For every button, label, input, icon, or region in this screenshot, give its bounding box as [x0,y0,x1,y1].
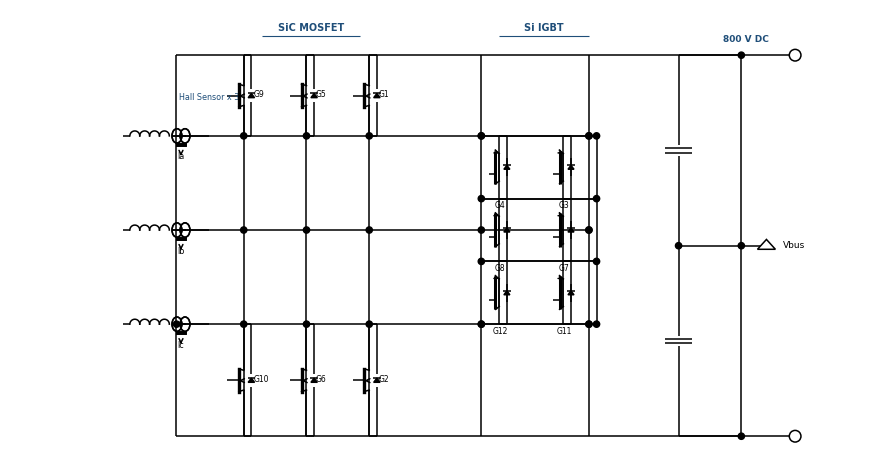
Text: 800 V DC: 800 V DC [723,35,769,44]
Text: Ib: Ib [177,247,185,256]
Text: Si IGBT: Si IGBT [525,23,564,33]
Circle shape [478,321,485,327]
Polygon shape [568,228,574,232]
Circle shape [586,321,592,327]
Polygon shape [504,291,510,295]
Polygon shape [311,378,318,382]
Bar [176,143,186,146]
Bar [176,237,186,240]
Text: G6: G6 [316,375,327,384]
Polygon shape [311,93,318,98]
Text: G5: G5 [316,90,327,99]
Polygon shape [374,378,380,382]
Circle shape [478,227,485,233]
Bar [176,143,186,146]
Circle shape [478,258,485,265]
Text: G1: G1 [379,90,389,99]
Polygon shape [504,228,510,232]
Bar [176,331,186,334]
Circle shape [241,133,247,139]
Text: Ic: Ic [177,341,184,350]
Polygon shape [248,93,255,98]
Text: G3: G3 [559,201,570,210]
Circle shape [303,321,310,327]
Circle shape [594,133,600,139]
Text: Vbus: Vbus [782,241,805,250]
Bar [176,237,186,240]
Text: G7: G7 [559,264,570,273]
Circle shape [594,196,600,202]
Polygon shape [374,93,380,98]
Circle shape [241,227,247,233]
Circle shape [739,433,745,439]
Polygon shape [758,240,775,250]
Circle shape [366,133,373,139]
Text: Hall Sensor x 3: Hall Sensor x 3 [179,93,239,102]
Circle shape [241,321,247,327]
Circle shape [366,321,373,327]
Circle shape [478,196,485,202]
Circle shape [739,52,745,58]
Circle shape [594,258,600,265]
Circle shape [478,133,485,139]
Circle shape [676,242,682,249]
Polygon shape [248,378,255,382]
Circle shape [586,133,592,139]
Polygon shape [568,165,574,169]
Bar [176,331,186,334]
Circle shape [586,227,592,233]
Circle shape [594,321,600,327]
Polygon shape [568,291,574,295]
Text: G9: G9 [253,90,264,99]
Circle shape [303,133,310,139]
Circle shape [478,133,485,139]
Circle shape [366,227,373,233]
Circle shape [303,227,310,233]
Circle shape [586,227,592,233]
Text: G12: G12 [492,327,508,336]
Text: G11: G11 [557,327,572,336]
Circle shape [739,242,745,249]
Text: G8: G8 [495,264,505,273]
Text: G4: G4 [495,201,505,210]
Text: G10: G10 [253,375,269,384]
Circle shape [586,133,592,139]
Text: SiC MOSFET: SiC MOSFET [278,23,344,33]
Text: Ia: Ia [177,152,184,161]
Circle shape [478,321,485,327]
Circle shape [586,321,592,327]
Text: G2: G2 [379,375,389,384]
Polygon shape [504,165,510,169]
Circle shape [174,321,180,327]
